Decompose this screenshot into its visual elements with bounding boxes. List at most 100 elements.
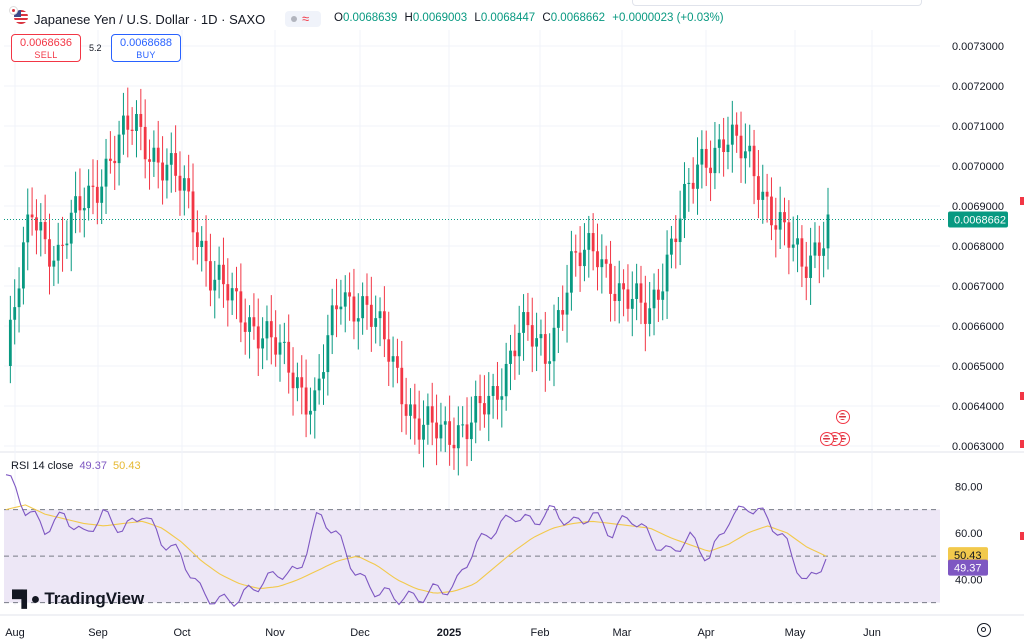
candle-body xyxy=(356,318,360,322)
price-tick-label: 0.0071000 xyxy=(952,121,1004,133)
ohlc-high-value: 0.0069003 xyxy=(412,12,468,24)
rsi-legend[interactable]: RSI 14 close 49.37 50.43 xyxy=(11,460,141,472)
candle-body xyxy=(739,135,743,159)
rsi-ma-tag-label: 50.43 xyxy=(954,550,982,562)
economic-event-icon[interactable] xyxy=(820,432,834,446)
candle-body xyxy=(622,283,625,290)
symbol-title[interactable]: Japanese Yen / U.S. Dollar · 1D · SAXO xyxy=(34,12,266,27)
candle-body xyxy=(761,191,765,200)
alert-marker[interactable] xyxy=(1020,440,1024,448)
candle-body xyxy=(774,225,778,230)
economic-event-icon[interactable] xyxy=(836,410,850,424)
candle-body xyxy=(717,139,721,148)
rsi-pane[interactable] xyxy=(4,474,940,607)
compare-button[interactable]: ≈ xyxy=(285,11,321,27)
candle-body xyxy=(487,395,491,415)
candle-body xyxy=(691,182,695,189)
candle-body xyxy=(670,238,673,255)
price-candles[interactable] xyxy=(4,87,946,476)
candle-body xyxy=(165,164,169,181)
candle-body xyxy=(522,312,525,333)
candle-body xyxy=(565,292,569,315)
candle-body xyxy=(643,302,647,324)
candle-body xyxy=(382,311,386,340)
alert-marker[interactable] xyxy=(1020,392,1024,400)
candle-body xyxy=(243,322,247,332)
candle-body xyxy=(783,212,786,223)
candle-body xyxy=(252,317,256,327)
candle-body xyxy=(352,296,356,322)
candle-body xyxy=(56,244,60,261)
settings-icon[interactable] xyxy=(977,623,991,637)
tradingview-mark-icon: ▀▌● xyxy=(12,591,40,608)
candle-body xyxy=(817,242,821,256)
candle-body xyxy=(626,289,630,309)
candle-body xyxy=(548,361,552,364)
buy-price: 0.0068688 xyxy=(120,37,172,49)
alert-marker[interactable] xyxy=(1020,197,1024,205)
rsi-line xyxy=(5,474,827,607)
candle-body xyxy=(635,283,639,299)
candle-body xyxy=(322,372,325,379)
candle-body xyxy=(26,214,30,243)
rsi-legend-ma: 50.43 xyxy=(113,460,141,472)
candle-body xyxy=(339,306,343,310)
time-tick-label: Sep xyxy=(88,627,108,639)
candle-body xyxy=(387,339,391,362)
candle-body xyxy=(469,422,473,440)
alert-marker[interactable] xyxy=(1020,532,1024,540)
candle-body xyxy=(374,318,378,327)
candle-body xyxy=(13,307,17,320)
candle-body xyxy=(652,289,656,309)
candle-body xyxy=(696,164,699,189)
time-tick-label: Feb xyxy=(531,627,550,639)
candle-body xyxy=(313,390,317,411)
last-price-tag xyxy=(948,211,1008,228)
candle-body xyxy=(713,147,717,174)
candle-body xyxy=(556,310,560,328)
ohlc-change: +0.0000023 (+0.03%) xyxy=(612,12,724,24)
candle-body xyxy=(426,406,430,425)
rsi-legend-value: 49.37 xyxy=(79,460,107,472)
candle-body xyxy=(195,232,199,248)
chart-axes: 0.0073000 0.0072000 0.0071000 0.0070000 0.00… xyxy=(5,41,1008,639)
candle-body xyxy=(478,396,482,404)
candle-body xyxy=(630,298,634,309)
candle-body xyxy=(574,251,578,253)
candle-body xyxy=(152,147,156,162)
price-tick-label: 0.0065000 xyxy=(952,361,1004,373)
candle-body xyxy=(200,240,204,248)
candle-body xyxy=(39,222,43,231)
chart-header: Japanese Yen / U.S. Dollar · 1D · SAXO ≈… xyxy=(0,0,940,30)
candle-body xyxy=(465,424,469,440)
candle-body xyxy=(348,292,351,297)
candle-body xyxy=(108,158,112,161)
candle-body xyxy=(287,341,291,373)
candle-body xyxy=(304,387,308,415)
candle-body xyxy=(535,338,539,347)
tradingview-logo[interactable]: ▀▌● TradingView xyxy=(12,589,144,609)
jp-flag-icon xyxy=(9,6,18,15)
candle-body xyxy=(678,218,682,243)
candle-body xyxy=(256,326,260,349)
candle-body xyxy=(343,292,347,307)
candle-body xyxy=(187,178,191,192)
candle-body xyxy=(778,212,782,230)
price-tick-label: 0.0072000 xyxy=(952,81,1004,93)
ohlc-open-value: 0.0068639 xyxy=(342,12,398,24)
candle-body xyxy=(87,185,91,209)
candle-body xyxy=(496,386,499,400)
candle-body xyxy=(443,421,447,425)
rsi-legend-name: RSI 14 close xyxy=(11,460,74,472)
price-tick-label: 0.0069000 xyxy=(952,201,1004,213)
buy-button[interactable]: 0.0068688 BUY xyxy=(111,34,181,62)
candle-body xyxy=(282,341,286,343)
price-tick-label: 0.0068000 xyxy=(952,241,1004,253)
candle-body xyxy=(422,424,425,440)
sell-button[interactable]: 0.0068636 SELL xyxy=(11,34,81,62)
candle-body xyxy=(52,260,56,267)
candle-body xyxy=(104,158,108,187)
candle-body xyxy=(448,421,452,445)
candle-body xyxy=(430,406,434,423)
